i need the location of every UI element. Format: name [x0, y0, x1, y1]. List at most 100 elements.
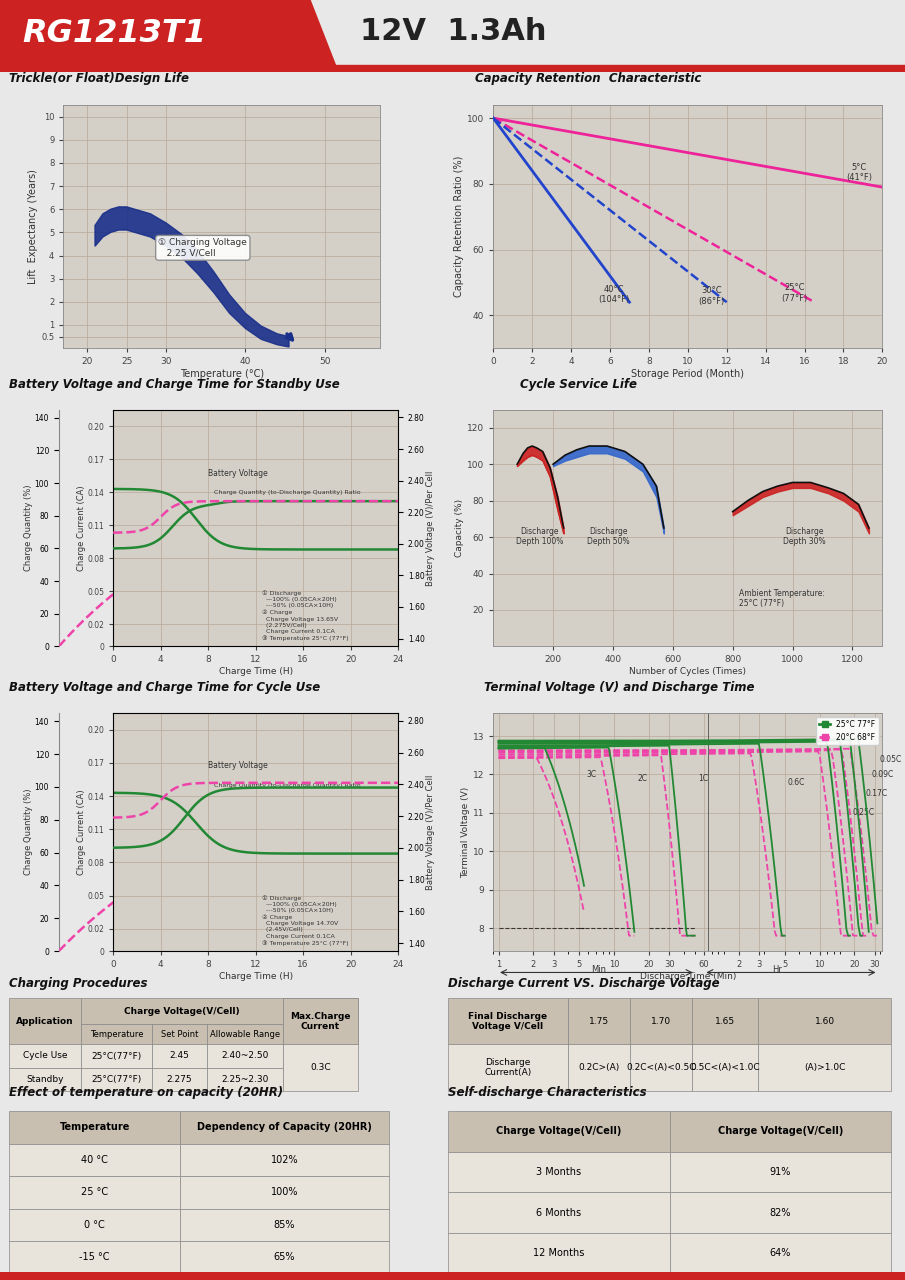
- Y-axis label: Battery Voltage (V)/Per Cell: Battery Voltage (V)/Per Cell: [426, 470, 435, 586]
- Y-axis label: Charge Quantity (%): Charge Quantity (%): [24, 788, 33, 876]
- Text: ① Discharge
  —100% (0.05CA×20H)
  ---50% (0.05CA×10H)
② Charge
  Charge Voltage: ① Discharge —100% (0.05CA×20H) ---50% (0…: [262, 895, 348, 946]
- Text: Cycle Use: Cycle Use: [23, 1051, 67, 1061]
- Text: Dependency of Capacity (20HR): Dependency of Capacity (20HR): [197, 1123, 372, 1133]
- X-axis label: Charge Time (H): Charge Time (H): [219, 667, 292, 676]
- Bar: [448, 1193, 670, 1233]
- Text: Discharge
Current(A): Discharge Current(A): [484, 1057, 531, 1078]
- Text: 0.09C: 0.09C: [872, 769, 894, 780]
- Text: 2.275: 2.275: [167, 1074, 192, 1084]
- Text: Max.Charge
Current: Max.Charge Current: [291, 1011, 351, 1032]
- Text: 0.3C: 0.3C: [310, 1062, 330, 1073]
- Text: RG1213T1: RG1213T1: [22, 18, 206, 50]
- Text: Capacity Retention  Characteristic: Capacity Retention Characteristic: [475, 72, 701, 84]
- Text: Charging Procedures: Charging Procedures: [9, 977, 148, 989]
- Text: Discharge Current VS. Discharge Voltage: Discharge Current VS. Discharge Voltage: [448, 977, 719, 989]
- Bar: [81, 1024, 152, 1044]
- Text: Trickle(or Float)Design Life: Trickle(or Float)Design Life: [9, 72, 189, 84]
- Text: Ambient Temperature:
25°C (77°F): Ambient Temperature: 25°C (77°F): [738, 589, 824, 608]
- Text: 1.70: 1.70: [651, 1016, 671, 1027]
- Text: 0.05C: 0.05C: [880, 754, 902, 764]
- Bar: [567, 1044, 630, 1091]
- Text: 0.2C<(A)<0.5C: 0.2C<(A)<0.5C: [626, 1062, 696, 1073]
- Text: 25°C(77°F): 25°C(77°F): [91, 1074, 141, 1084]
- Bar: [9, 1111, 180, 1143]
- Text: Min: Min: [591, 965, 605, 974]
- Y-axis label: Capacity Retention Ratio (%): Capacity Retention Ratio (%): [454, 156, 464, 297]
- Text: 25°C(77°F): 25°C(77°F): [91, 1051, 141, 1061]
- Y-axis label: Battery Voltage (V)/Per Cell: Battery Voltage (V)/Per Cell: [426, 774, 435, 890]
- Text: Final Discharge
Voltage V/Cell: Final Discharge Voltage V/Cell: [468, 1011, 548, 1032]
- Text: 0 °C: 0 °C: [84, 1220, 105, 1230]
- Text: 25 °C: 25 °C: [81, 1188, 108, 1197]
- Text: 3 Months: 3 Months: [537, 1167, 581, 1178]
- Bar: [448, 1233, 670, 1274]
- Bar: [670, 1111, 891, 1152]
- Bar: [9, 1208, 180, 1242]
- Text: Terminal Voltage (V) and Discharge Time: Terminal Voltage (V) and Discharge Time: [484, 681, 755, 694]
- Text: Battery Voltage and Charge Time for Cycle Use: Battery Voltage and Charge Time for Cycl…: [9, 681, 320, 694]
- Y-axis label: Capacity (%): Capacity (%): [455, 499, 464, 557]
- Bar: [670, 1193, 891, 1233]
- Text: 1C: 1C: [698, 773, 708, 783]
- Text: Battery Voltage: Battery Voltage: [208, 468, 268, 477]
- Text: Discharge
Depth 100%: Discharge Depth 100%: [516, 527, 563, 547]
- Bar: [81, 1068, 152, 1091]
- Bar: [152, 1068, 207, 1091]
- Bar: [282, 998, 358, 1044]
- Bar: [758, 1044, 891, 1091]
- Text: Application: Application: [16, 1016, 73, 1027]
- Text: 0.17C: 0.17C: [865, 788, 888, 799]
- Bar: [282, 1044, 358, 1091]
- Text: (A)>1.0C: (A)>1.0C: [805, 1062, 845, 1073]
- X-axis label: Storage Period (Month): Storage Period (Month): [632, 369, 744, 379]
- Text: 6 Months: 6 Months: [537, 1207, 581, 1217]
- Bar: [9, 1143, 180, 1176]
- Text: 12V  1.3Ah: 12V 1.3Ah: [360, 18, 547, 46]
- Text: 1.75: 1.75: [588, 1016, 609, 1027]
- Text: 3C: 3C: [586, 769, 596, 780]
- Text: 30°C
(86°F): 30°C (86°F): [698, 287, 724, 306]
- Text: ① Discharge
  —100% (0.05CA×20H)
  ---50% (0.05CA×10H)
② Charge
  Charge Voltage: ① Discharge —100% (0.05CA×20H) ---50% (0…: [262, 590, 348, 641]
- Bar: [9, 998, 81, 1044]
- Text: Temperature: Temperature: [90, 1030, 143, 1039]
- Text: 102%: 102%: [271, 1155, 299, 1165]
- Bar: [152, 1024, 207, 1044]
- Text: Charge Voltage(V/Cell): Charge Voltage(V/Cell): [124, 1007, 240, 1016]
- Bar: [448, 1044, 567, 1091]
- Text: Battery Voltage and Charge Time for Standby Use: Battery Voltage and Charge Time for Stan…: [9, 378, 339, 390]
- Text: 85%: 85%: [274, 1220, 295, 1230]
- Text: 0.5C<(A)<1.0C: 0.5C<(A)<1.0C: [691, 1062, 760, 1073]
- Y-axis label: Charge Quantity (%): Charge Quantity (%): [24, 485, 33, 571]
- Text: Allowable Range: Allowable Range: [210, 1030, 280, 1039]
- Text: Hr: Hr: [772, 965, 782, 974]
- Bar: [0, 65, 905, 72]
- Bar: [9, 1242, 180, 1274]
- Text: Cycle Service Life: Cycle Service Life: [520, 378, 637, 390]
- Text: 1.65: 1.65: [715, 1016, 735, 1027]
- Text: 100%: 100%: [271, 1188, 299, 1197]
- Bar: [180, 1208, 389, 1242]
- Polygon shape: [0, 0, 338, 72]
- Text: Set Point: Set Point: [161, 1030, 198, 1039]
- Bar: [670, 1152, 891, 1193]
- Text: Charge Quantity (to-Discharge Quantity) Ratio: Charge Quantity (to-Discharge Quantity) …: [214, 783, 361, 788]
- Bar: [282, 998, 358, 1044]
- Bar: [152, 1044, 207, 1068]
- Bar: [691, 1044, 758, 1091]
- Text: 2.45: 2.45: [169, 1051, 189, 1061]
- Text: Effect of temperature on capacity (20HR): Effect of temperature on capacity (20HR): [9, 1085, 283, 1098]
- Text: Charge Voltage(V/Cell): Charge Voltage(V/Cell): [718, 1126, 843, 1137]
- Text: Discharge
Depth 50%: Discharge Depth 50%: [587, 527, 630, 547]
- Bar: [180, 1143, 389, 1176]
- Text: Charge Voltage(V/Cell): Charge Voltage(V/Cell): [496, 1126, 622, 1137]
- Bar: [9, 1068, 81, 1091]
- Text: 1.60: 1.60: [814, 1016, 835, 1027]
- Bar: [448, 998, 567, 1044]
- Bar: [207, 1024, 282, 1044]
- Text: 25°C
(77°F): 25°C (77°F): [782, 283, 808, 302]
- Text: Charge Quantity (to-Discharge Quantity) Ratio: Charge Quantity (to-Discharge Quantity) …: [214, 490, 361, 495]
- Bar: [567, 998, 630, 1044]
- Polygon shape: [95, 207, 289, 347]
- Legend: 25°C 77°F, 20°C 68°F: 25°C 77°F, 20°C 68°F: [815, 717, 879, 745]
- Text: 40°C
(104°F): 40°C (104°F): [598, 284, 630, 305]
